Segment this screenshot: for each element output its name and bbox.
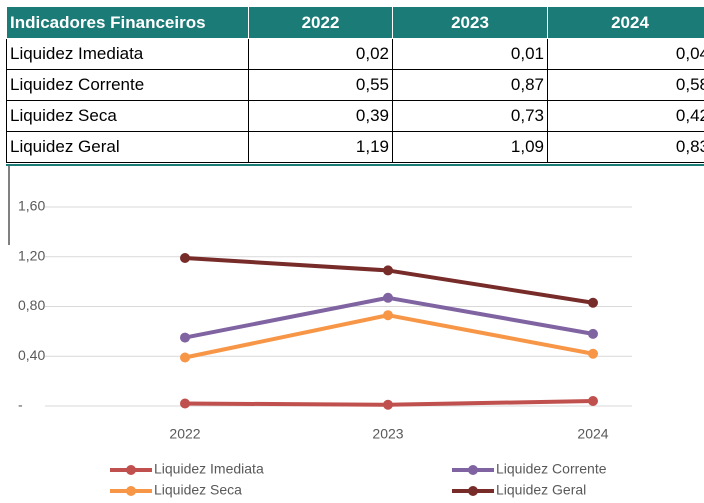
x-tick-label: 2022 xyxy=(169,426,200,442)
table-cell: 0,55 xyxy=(248,69,393,101)
header-cell: 2024 xyxy=(547,6,704,39)
table-cell: 1,09 xyxy=(392,131,548,163)
legend-marker xyxy=(126,465,136,475)
legend-label: Liquidez Imediata xyxy=(154,461,264,477)
table-cell: Liquidez Geral xyxy=(6,131,249,163)
y-tick-label: - xyxy=(18,397,23,413)
data-point xyxy=(588,297,598,308)
y-tick-label: 0,40 xyxy=(18,347,45,363)
data-point xyxy=(383,292,393,303)
legend-label: Liquidez Geral xyxy=(496,482,586,498)
table-cell: 0,04 xyxy=(547,38,704,70)
legend-label: Liquidez Corrente xyxy=(496,461,607,477)
data-point xyxy=(588,396,598,407)
table-cell: 0,01 xyxy=(392,38,548,70)
header-cell: 2023 xyxy=(392,6,548,39)
header-cell: 2022 xyxy=(248,6,393,39)
table-cell: Liquidez Imediata xyxy=(6,38,249,70)
table-cell: 1,19 xyxy=(248,131,393,163)
table-cell: 0,58 xyxy=(547,69,704,101)
data-point xyxy=(180,252,190,263)
legend-marker xyxy=(468,465,478,475)
legend-label: Liquidez Seca xyxy=(154,482,242,498)
data-point xyxy=(383,310,393,321)
x-tick-label: 2023 xyxy=(372,426,403,442)
legend-marker xyxy=(468,486,478,496)
data-point xyxy=(588,348,598,359)
table-cell: 0,02 xyxy=(248,38,393,70)
table-cell: 0,73 xyxy=(392,100,548,132)
table-cell: Liquidez Corrente xyxy=(6,69,249,101)
data-point xyxy=(180,398,190,409)
table-cell: 0,42 xyxy=(547,100,704,132)
table: Indicadores Financeiros 2022 2023 2024 Liqu… xyxy=(6,6,704,163)
y-tick-label: 1,20 xyxy=(18,247,45,263)
table-cell: 0,83 xyxy=(547,131,704,163)
data-point xyxy=(383,265,393,276)
y-tick-label: 0,80 xyxy=(18,297,45,313)
data-point xyxy=(588,328,598,339)
data-point xyxy=(383,399,393,410)
table-cell: Liquidez Seca xyxy=(6,100,249,132)
y-tick-label: 1,60 xyxy=(18,198,45,214)
data-point xyxy=(180,332,190,343)
legend-marker xyxy=(126,486,136,496)
header-cell: Indicadores Financeiros xyxy=(6,6,249,39)
table-cell: 0,39 xyxy=(248,100,393,132)
table-cell: 0,87 xyxy=(392,69,548,101)
data-point xyxy=(180,352,190,363)
x-tick-label: 2024 xyxy=(577,426,608,442)
